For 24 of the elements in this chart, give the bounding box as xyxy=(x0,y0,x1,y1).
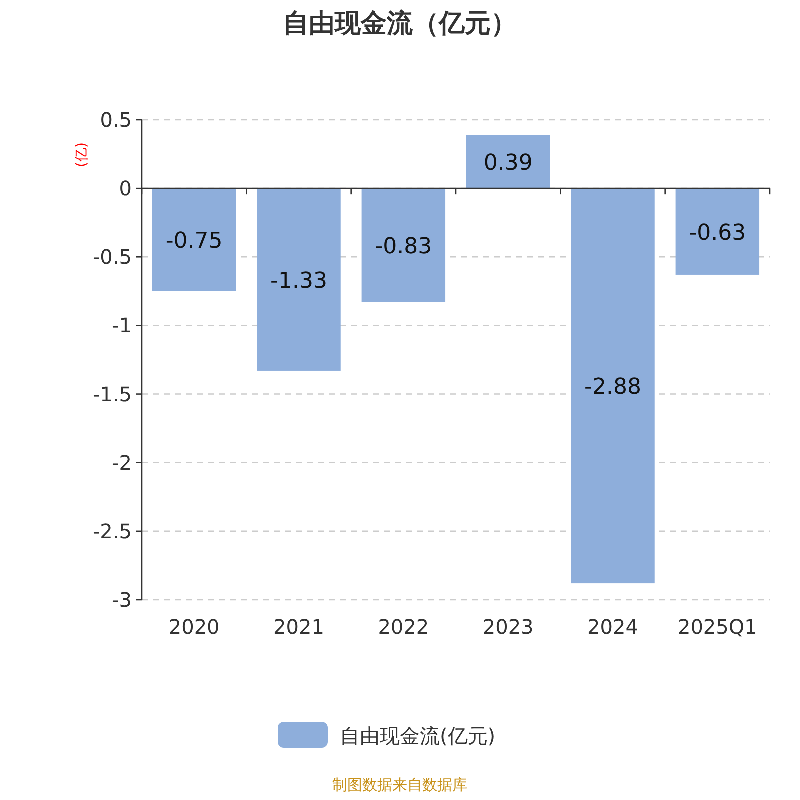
y-tick-label: -1.5 xyxy=(92,382,132,406)
x-tick-label: 2022 xyxy=(378,615,430,639)
y-tick-label: 0 xyxy=(119,176,132,201)
y-tick-label: -3 xyxy=(112,588,132,612)
y-tick-label: -2.5 xyxy=(92,519,132,544)
chart-title: 自由现金流（亿元） xyxy=(283,9,517,39)
data-label: -0.83 xyxy=(375,234,432,260)
x-tick-label: 2021 xyxy=(274,615,324,639)
data-label: -1.33 xyxy=(270,268,328,294)
data-label: -0.75 xyxy=(166,229,223,254)
y-tick-label: -0.5 xyxy=(92,245,132,270)
text: 制图数据来自数据库 xyxy=(332,776,468,794)
x-tick-label: 2024 xyxy=(588,615,638,639)
data-label: -2.88 xyxy=(584,375,642,400)
data-label: -0.63 xyxy=(689,220,746,246)
legend-label: 自由现金流(亿元) xyxy=(340,724,496,748)
x-tick-label: 2023 xyxy=(482,615,534,639)
x-tick-label: 2025Q1 xyxy=(678,615,758,639)
y-axis-title: (亿) xyxy=(74,142,90,168)
y-tick-label: 0.5 xyxy=(100,108,132,132)
x-tick-label: 2020 xyxy=(168,615,220,639)
data-label: 0.39 xyxy=(484,150,533,176)
y-tick-label: -1 xyxy=(112,314,132,338)
y-tick-label: -2 xyxy=(112,450,132,475)
